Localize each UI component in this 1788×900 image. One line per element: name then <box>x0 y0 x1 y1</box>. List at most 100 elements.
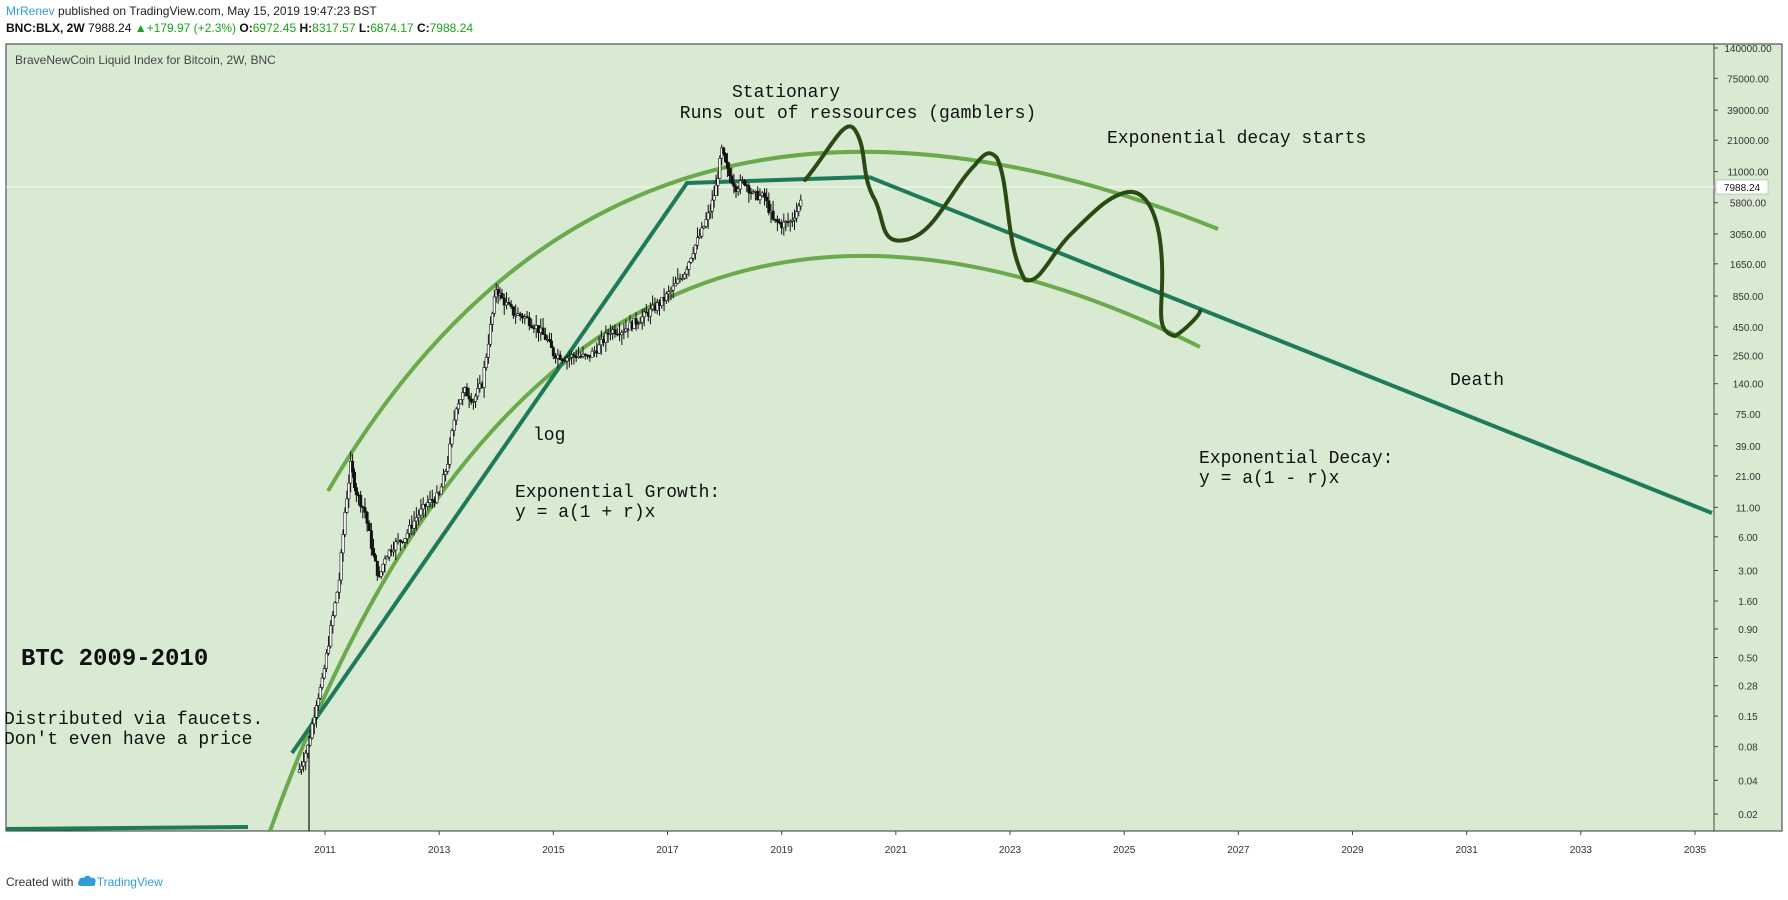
candle-body <box>687 261 691 270</box>
lower-arc <box>268 253 1201 831</box>
candle-body <box>476 388 480 397</box>
candle-body <box>381 563 385 573</box>
x-tick-label: 2029 <box>1341 845 1364 856</box>
early-flat-line <box>6 825 249 831</box>
publish-text: published on TradingView.com, May 15, 20… <box>54 4 377 18</box>
time-axis[interactable]: 2011 2013 2015 2017 2019 2021 2023 2025 2027 2029… <box>314 831 1707 856</box>
up-triangle-icon: ▲ <box>134 21 147 35</box>
candle-body <box>352 471 356 488</box>
close-label: C: <box>416 21 430 35</box>
candle-body <box>689 257 693 263</box>
candle-body <box>403 538 407 543</box>
y-tick-label: 0.04 <box>1738 776 1758 787</box>
candle-body <box>459 399 463 405</box>
stationary-label: Stationary <box>732 83 840 103</box>
candle-body <box>322 668 326 679</box>
candle-body <box>548 339 552 342</box>
candle-body <box>324 652 328 669</box>
candle-body <box>736 188 740 192</box>
candle-body <box>767 200 771 213</box>
y-tick-label: 0.28 <box>1738 682 1758 693</box>
candle-body <box>634 318 638 325</box>
candle-body <box>318 687 322 699</box>
candle-body <box>706 212 710 220</box>
growth-formula: y = a(1 + r)x <box>515 503 655 523</box>
x-tick-label: 2013 <box>428 845 451 856</box>
y-tick-label: 21000.00 <box>1727 136 1769 147</box>
candle-body <box>541 327 545 335</box>
candle-body <box>567 356 571 359</box>
faucets-label: Distributed via faucets. <box>4 710 263 730</box>
candle-body <box>579 355 583 358</box>
candle-body <box>428 499 432 503</box>
low-value: 6874.17 <box>370 21 414 35</box>
candle-body <box>492 296 496 314</box>
candle-body <box>613 329 617 335</box>
btc-years-label: BTC 2009-2010 <box>21 646 208 673</box>
candle-body <box>698 235 702 238</box>
candle-body <box>312 716 316 725</box>
candle-body <box>316 698 320 706</box>
candle-body <box>365 512 369 524</box>
publish-info: MrRenev published on TradingView.com, Ma… <box>6 4 377 18</box>
candle-body <box>608 332 612 335</box>
candle-body <box>454 408 458 421</box>
candle-body <box>507 302 511 305</box>
candle-body <box>337 579 341 593</box>
y-tick-label: 75000.00 <box>1727 74 1769 85</box>
candle-body <box>676 278 680 284</box>
annotations: Stationary Runs out of ressources (gambl… <box>4 83 1504 750</box>
candle-body <box>414 517 418 522</box>
candle-body <box>361 506 365 508</box>
candle-body <box>558 354 562 360</box>
candle-body <box>439 486 443 495</box>
price-change: +179.97 (+2.3%) <box>146 21 237 35</box>
candle-body <box>673 282 677 287</box>
candle-body <box>525 316 529 319</box>
candle-body <box>407 524 411 534</box>
candle-body <box>648 308 652 317</box>
candle-body <box>359 494 363 507</box>
price-axis[interactable]: 140000.00 75000.00 39000.00 21000.00 11000.0… <box>1714 44 1772 821</box>
author-link[interactable]: MrRenev <box>6 4 55 18</box>
candle-body <box>622 331 626 333</box>
symbol-label: BNC:BLX, 2W <box>6 21 85 35</box>
log-label: log <box>533 426 565 446</box>
candle-body <box>642 311 646 318</box>
candle-body <box>509 303 513 308</box>
candle-body <box>484 357 488 368</box>
candle-body <box>482 367 486 388</box>
candle-body <box>339 552 343 581</box>
candle-body <box>363 507 367 513</box>
open-value: 6972.45 <box>252 21 297 35</box>
candle-body <box>500 292 504 299</box>
y-tick-label: 5800.00 <box>1730 199 1767 210</box>
candle-body <box>597 344 601 354</box>
y-tick-label: 0.15 <box>1738 712 1758 723</box>
candle-body <box>405 533 409 539</box>
candle-body <box>565 357 569 362</box>
y-tick-label: 1.60 <box>1738 597 1758 608</box>
candle-body <box>502 297 506 306</box>
candle-body <box>456 403 460 410</box>
candle-body <box>367 523 371 531</box>
candle-body <box>664 293 668 301</box>
decay-starts-label: Exponential decay starts <box>1107 129 1366 149</box>
candle-body <box>331 615 335 626</box>
candle-body <box>671 285 675 291</box>
candle-body <box>583 353 587 356</box>
candle-body <box>728 168 732 177</box>
growth-title: Exponential Growth: <box>515 483 720 503</box>
tradingview-link[interactable]: TradingView <box>96 875 163 889</box>
candle-body <box>763 192 767 198</box>
low-label: L: <box>358 21 371 35</box>
candle-body <box>310 723 314 739</box>
y-tick-label: 140000.00 <box>1724 44 1772 55</box>
tradingview-cloud-icon[interactable] <box>77 875 97 890</box>
candle-body <box>373 554 377 562</box>
candle-body <box>778 221 782 224</box>
candle-body <box>660 297 664 307</box>
candle-body <box>702 226 706 229</box>
y-tick-label: 21.00 <box>1735 472 1760 483</box>
